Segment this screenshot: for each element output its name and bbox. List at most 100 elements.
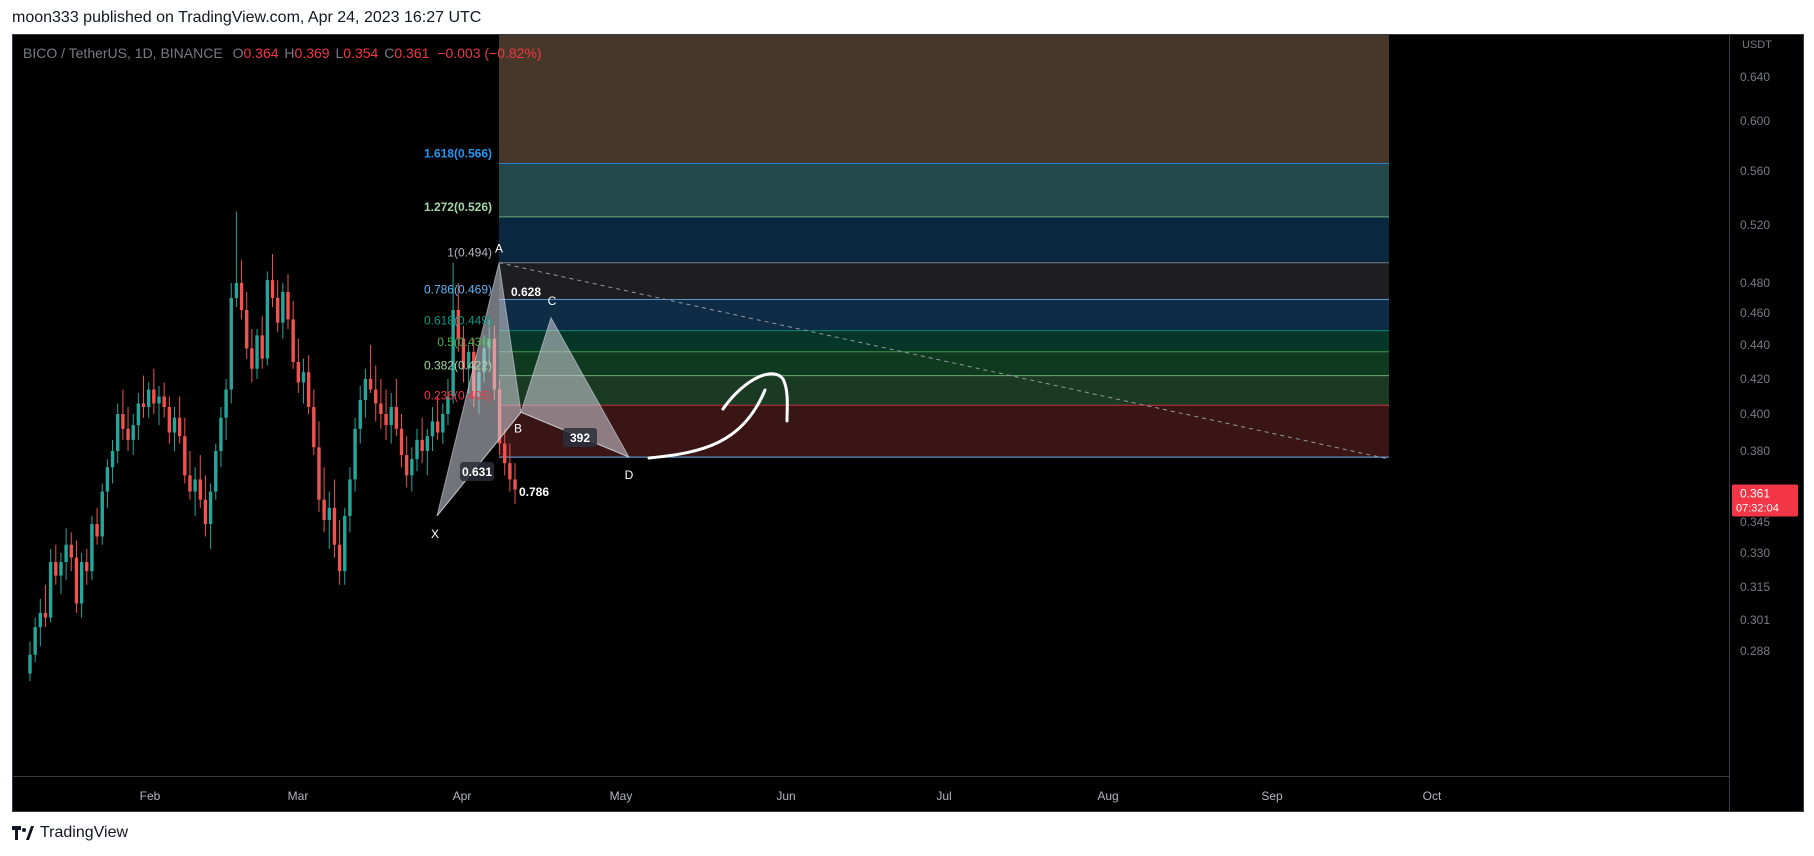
candle-body: [379, 403, 383, 414]
price-tick: 0.460: [1740, 306, 1770, 320]
fib-level-label: 0.786(0.469): [424, 283, 492, 297]
footer-brand[interactable]: TradingView: [40, 824, 129, 841]
candle-body: [286, 292, 290, 320]
candle-body: [456, 310, 460, 339]
time-scale[interactable]: Feb Mar Apr May Jun Jul Aug Sep Oct: [13, 776, 1729, 812]
bar-countdown: 07:32:04: [1736, 503, 1779, 515]
price-tick: 0.640: [1740, 70, 1770, 84]
candle-body: [229, 298, 233, 390]
fib-level-label: 0.382(0.422): [424, 359, 492, 373]
low-value: 0.354: [343, 45, 379, 61]
fib-band: [499, 375, 1389, 406]
candle-body: [343, 515, 347, 572]
time-tick: Feb: [140, 789, 161, 803]
candle-body: [172, 417, 177, 433]
candle-body: [38, 612, 43, 628]
fib-level-label: 0.5(0.436): [437, 335, 492, 349]
ratio-label: 0.628: [511, 285, 541, 299]
candle-body: [260, 335, 264, 359]
price-scale-svg[interactable]: USDT 0.640 0.600 0.560 0.520 0.480 0.460 0.440 0…: [1730, 35, 1804, 812]
candle-body: [270, 280, 275, 298]
candle-body: [245, 310, 249, 349]
candle-body: [59, 562, 63, 576]
time-tick: Oct: [1423, 789, 1442, 803]
currency-label: USDT: [1742, 39, 1772, 51]
candle-body: [466, 351, 471, 369]
tradingview-logo-icon: [12, 826, 34, 840]
candle-body: [255, 335, 259, 369]
candle-body: [306, 372, 311, 407]
fib-labels: 1.618(0.566) 1.272(0.526) 1(0.494) 0.786(0.…: [424, 147, 492, 403]
time-tick: May: [610, 789, 633, 803]
price-tick: 0.330: [1740, 546, 1770, 560]
candle-body: [224, 389, 228, 418]
candle-body: [348, 479, 352, 516]
candle-body: [167, 407, 172, 433]
symbol-legend[interactable]: BICO / TetherUS, 1D, BINANCE O0.364 H0.3…: [23, 45, 542, 61]
candle-body: [461, 338, 466, 369]
publisher-line: moon333 published on TradingView.com, Ap…: [12, 9, 482, 26]
candle-body: [188, 475, 192, 492]
time-scale-svg[interactable]: Feb Mar Apr May Jun Jul Aug Sep Oct: [13, 777, 1729, 812]
candle-body: [265, 280, 270, 359]
candle-body: [234, 283, 239, 298]
candle-body: [446, 396, 450, 414]
candle-body: [64, 544, 68, 563]
candle-body: [110, 451, 115, 468]
chart-svg[interactable]: X A B C D 0.628 0.631 392 0.786 1.618(0.566) 1.27…: [13, 35, 1729, 776]
candle-body: [384, 414, 388, 426]
candle-body: [193, 479, 197, 492]
candle-body: [43, 612, 48, 618]
arrow-stroke: [647, 388, 767, 460]
footer[interactable]: TradingView: [12, 824, 128, 842]
fib-band: [499, 35, 1389, 164]
price-tick: 0.380: [1740, 444, 1770, 458]
candle-body: [126, 428, 130, 440]
open-label: O: [232, 45, 244, 61]
change-value: −0.003 (−0.82%): [437, 45, 542, 61]
harmonic-pattern: X A B C D 0.628 0.631 392 0.786: [431, 242, 634, 541]
fib-level-label: 0.236(0.405): [424, 388, 492, 402]
pattern-point-a: A: [495, 242, 503, 256]
symbol-name[interactable]: BICO / TetherUS, 1D, BINANCE: [23, 45, 223, 61]
chart-pane[interactable]: X A B C D 0.628 0.631 392 0.786 1.618(0.566) 1.27…: [13, 35, 1729, 776]
candle-body: [399, 428, 404, 456]
candle-body: [79, 562, 84, 604]
candle-body: [317, 447, 321, 500]
candle-body: [121, 414, 125, 429]
candle-body: [337, 544, 342, 572]
candle-body: [136, 403, 141, 426]
price-tick: 0.520: [1740, 218, 1770, 232]
time-tick: Aug: [1097, 789, 1118, 803]
high-label: H: [284, 45, 295, 61]
candle-body: [291, 319, 295, 362]
candle-body: [420, 439, 424, 451]
candle-body: [451, 310, 455, 397]
ratio-label: 0.786: [519, 485, 549, 499]
candle-body: [208, 491, 213, 525]
candle-body: [28, 654, 32, 674]
price-tick: 0.400: [1740, 407, 1770, 421]
chart-frame[interactable]: X A B C D 0.628 0.631 392 0.786 1.618(0.566) 1.27…: [12, 34, 1804, 812]
candle-body: [389, 407, 393, 426]
fib-band: [499, 299, 1389, 331]
pattern-point-d: D: [625, 468, 634, 482]
candle-body: [275, 298, 280, 323]
candle-body: [404, 455, 409, 476]
price-scale[interactable]: USDT 0.640 0.600 0.560 0.520 0.480 0.460 0.440 0…: [1729, 35, 1804, 812]
candle-body: [214, 451, 218, 492]
candle-body: [48, 562, 53, 618]
candle-body: [301, 372, 306, 383]
fib-band: [499, 163, 1389, 217]
candle-body: [74, 557, 79, 604]
close-label: C: [384, 45, 395, 61]
fib-level-label: 1.618(0.566): [424, 147, 492, 161]
candle-body: [219, 417, 223, 451]
arrow-head: [721, 372, 789, 423]
candle-body: [250, 348, 254, 369]
close-value: 0.361: [394, 45, 430, 61]
price-tick: 0.288: [1740, 644, 1770, 658]
candle-body: [435, 421, 440, 433]
price-tick: 0.480: [1740, 276, 1770, 290]
candle-body: [198, 479, 202, 500]
